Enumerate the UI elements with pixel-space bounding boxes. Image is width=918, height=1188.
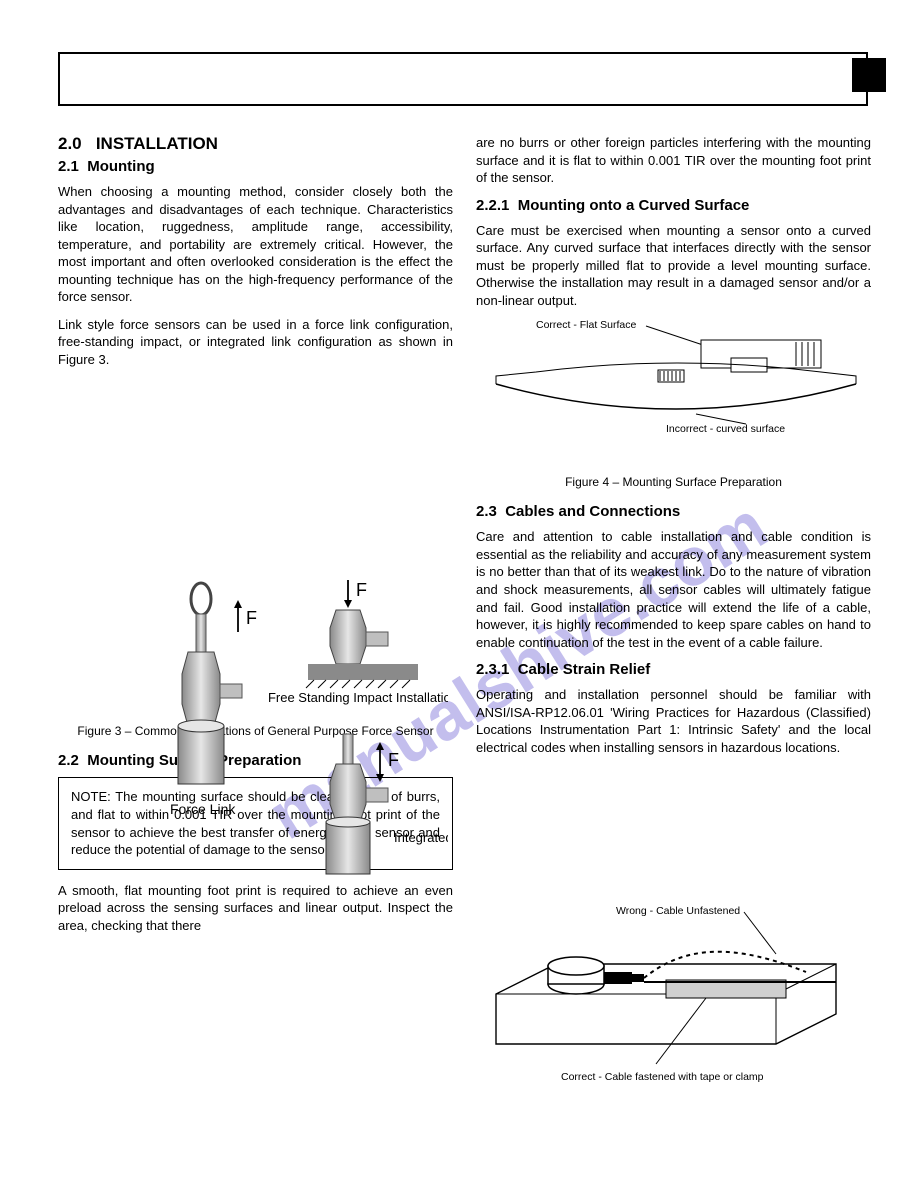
sub-title: Cables and Connections <box>505 503 680 520</box>
sub-title: Mounting <box>87 158 154 175</box>
sub-num: 2.3 <box>476 503 497 520</box>
para-2-3-1: Operating and installation personnel sho… <box>476 686 871 756</box>
left-column: 2.0 INSTALLATION 2.1 Mounting When choos… <box>58 134 453 944</box>
fig4-correct-label: Correct - Flat Surface <box>536 319 637 331</box>
subsection-2-3-1: 2.3.1 Cable Strain Relief <box>476 661 871 678</box>
label-integrated-link: Integrated Link <box>394 830 448 845</box>
fig4-incorrect-label: Incorrect - curved surface <box>666 423 785 435</box>
page: manualshive.com 2.0 INSTALLATION 2.1 Mou… <box>0 0 918 1188</box>
label-F-up: F <box>246 608 257 628</box>
subsection-2-1: 2.1 Mounting <box>58 158 453 175</box>
label-F-down: F <box>356 580 367 600</box>
para-right-cont: are no burrs or other foreign particles … <box>476 134 871 187</box>
sub-title: Mounting onto a Curved Surface <box>518 197 750 214</box>
header-tab <box>852 58 886 92</box>
figure-5-svg: Wrong - Cable Unfastened <box>476 894 871 1124</box>
subsection-2-2-1: 2.2.1 Mounting onto a Curved Surface <box>476 197 871 214</box>
impact-group: F Free Standing Impact Installation <box>268 580 448 705</box>
label-free-standing: Free Standing Impact Installation <box>268 690 448 705</box>
para-2-3: Care and attention to cable installation… <box>476 528 871 651</box>
integrated-link-group: F Integrated Link <box>326 734 448 874</box>
section-title-text: INSTALLATION <box>96 134 218 153</box>
sub-title: Cable Strain Relief <box>518 661 651 678</box>
sub-num: 2.2.1 <box>476 197 509 214</box>
sub-num: 2.3.1 <box>476 661 509 678</box>
sub-num: 2.1 <box>58 158 79 175</box>
para-2-1a: When choosing a mounting method, conside… <box>58 183 453 306</box>
figure-4-caption: Figure 4 – Mounting Surface Preparation <box>476 475 871 489</box>
para-2-2-1: Care must be exercised when mounting a s… <box>476 222 871 310</box>
figure-5: Wrong - Cable Unfastened <box>476 894 871 1124</box>
right-column: are no burrs or other foreign particles … <box>476 134 871 1022</box>
label-F-updown: F <box>388 750 399 770</box>
figure-4-svg: Correct - Flat Surface <box>476 314 871 454</box>
section-number: 2.0 INSTALLATION <box>58 134 453 154</box>
section-num-text: 2.0 <box>58 134 82 153</box>
force-link-group: F Force Link <box>170 583 257 817</box>
figure-3-svg: F Force Link F <box>138 574 448 904</box>
subsection-2-3: 2.3 Cables and Connections <box>476 503 871 520</box>
fig5-wrong-label: Wrong - Cable Unfastened <box>616 905 740 917</box>
label-force-link: Force Link <box>170 801 236 817</box>
para-2-1b: Link style force sensors can be used in … <box>58 316 453 369</box>
figure-3: F Force Link F <box>138 574 448 904</box>
header-box <box>58 52 868 106</box>
fig5-correct-label: Correct - Cable fastened with tape or cl… <box>561 1071 764 1083</box>
figure-4: Correct - Flat Surface <box>476 314 871 454</box>
sub-num: 2.2 <box>58 752 79 769</box>
